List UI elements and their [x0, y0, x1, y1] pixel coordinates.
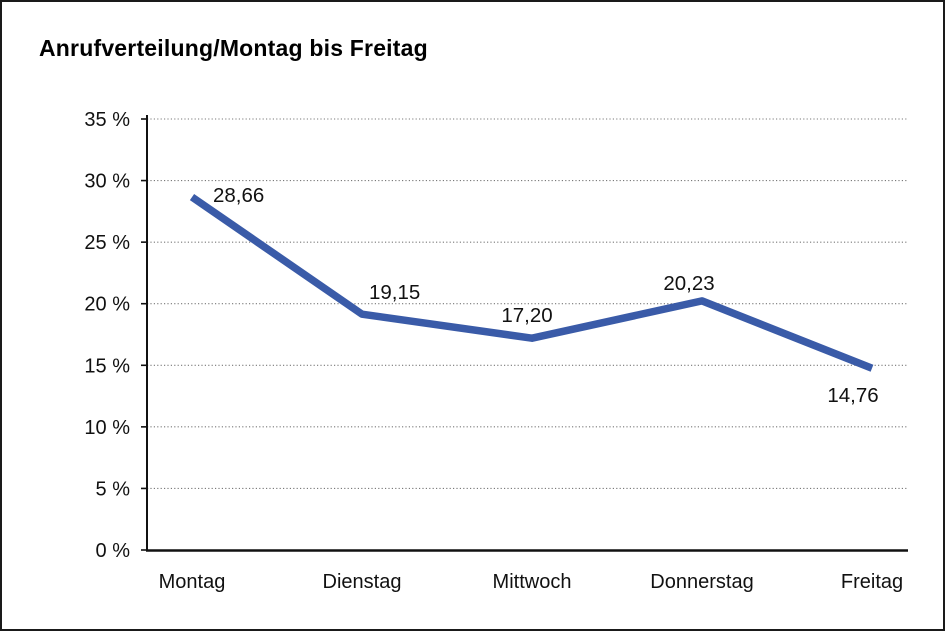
data-point-label: 28,66: [213, 184, 264, 207]
data-point-label: 14,76: [827, 384, 878, 407]
x-category-label: Dienstag: [323, 571, 402, 593]
y-tick-label: 10 %: [84, 417, 130, 439]
y-tick-label: 15 %: [84, 355, 130, 377]
x-category-label: Mittwoch: [493, 571, 572, 593]
x-category-label: Freitag: [841, 571, 903, 593]
y-tick-label: 35 %: [84, 109, 130, 131]
x-category-label: Donnerstag: [650, 571, 753, 593]
y-tick-label: 0 %: [96, 540, 131, 562]
y-tick-label: 25 %: [84, 232, 130, 254]
data-point-label: 19,15: [369, 281, 420, 304]
data-line: [189, 193, 874, 372]
chart-title: Anrufverteilung/Montag bis Freitag: [39, 35, 428, 61]
y-tick-label: 20 %: [84, 294, 130, 316]
data-point-label: 20,23: [663, 272, 714, 295]
data-point-label: 17,20: [501, 304, 552, 327]
x-category-label: Montag: [159, 571, 226, 593]
y-tick-label: 30 %: [84, 171, 130, 193]
y-tick-label: 5 %: [96, 478, 131, 500]
